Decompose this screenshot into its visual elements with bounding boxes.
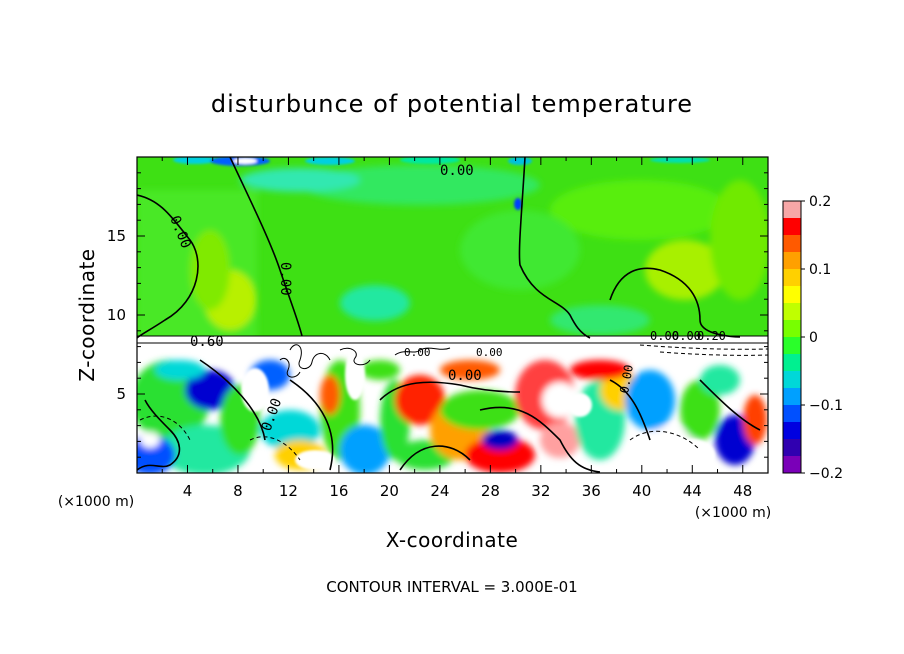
chart-title: disturbunce of potential temperature	[211, 90, 693, 118]
colorbar-swatch	[783, 371, 801, 389]
colorbar-tick-label: 0	[809, 330, 818, 346]
colorbar-swatch	[783, 286, 801, 304]
colorbar-swatch	[783, 456, 801, 474]
colorbar-swatch	[783, 354, 801, 372]
x-tick-label: 44	[683, 482, 702, 500]
colorbar-swatch	[783, 201, 801, 219]
x-tick-label: 4	[183, 482, 193, 500]
x-tick-label: 16	[329, 482, 348, 500]
colorbar-swatch	[783, 388, 801, 406]
colorbar-swatch	[783, 235, 801, 253]
upper-field-patches	[137, 165, 768, 340]
colorbar-tick-label: 0.2	[809, 194, 831, 210]
x-axis-ticks: 4 8 12 16 20 24 28 32 36 40 44 48	[161, 157, 752, 500]
y-tick-label: 10	[107, 306, 126, 324]
contour-label: 0.00	[476, 346, 503, 359]
x-tick-label: 40	[632, 482, 651, 500]
contour-label: 0.00	[277, 262, 293, 296]
y-tick-label: 15	[107, 227, 126, 245]
colorbar: 0.2 0.1 0 −0.1 −0.2	[782, 194, 843, 482]
x-tick-label: 48	[733, 482, 752, 500]
colorbar-tick-label: −0.2	[809, 466, 843, 482]
x-tick-label: 28	[481, 482, 500, 500]
dashed-contours	[139, 344, 768, 461]
colorbar-swatch	[783, 405, 801, 423]
y-axis-label: Z-coordinate	[75, 248, 99, 381]
x-unit-left: (×1000 m)	[58, 494, 134, 510]
x-tick-label: 8	[233, 482, 243, 500]
lower-white-gaps	[241, 350, 715, 471]
contour-label: 0.00	[650, 329, 679, 343]
x-tick-label: 20	[380, 482, 399, 500]
contour-label: 0.00	[404, 346, 431, 359]
colorbar-swatch	[783, 422, 801, 440]
contour-label: 0.60	[190, 334, 224, 350]
contour-label: 0.20	[697, 329, 726, 343]
contour-label: 0.00	[440, 163, 474, 179]
colorbar-swatch	[783, 337, 801, 355]
colorbar-swatch	[783, 439, 801, 457]
colorbar-swatch	[783, 303, 801, 321]
contour-label: 0.00	[617, 364, 636, 395]
y-tick-label: 5	[116, 385, 126, 403]
x-tick-label: 36	[582, 482, 601, 500]
colorbar-tick-label: −0.1	[809, 398, 843, 414]
x-tick-label: 24	[430, 482, 449, 500]
contour-interval-note: CONTOUR INTERVAL = 3.000E-01	[326, 578, 577, 596]
x-tick-label: 32	[531, 482, 550, 500]
x-axis-label: X-coordinate	[386, 528, 519, 552]
plot-area	[137, 157, 768, 473]
colorbar-tick-label: 0.1	[809, 262, 831, 278]
contour-lines	[137, 157, 761, 473]
colorbar-swatch	[783, 218, 801, 236]
y-axis-ticks: 5 10 15	[107, 172, 768, 458]
colorbar-swatch	[783, 320, 801, 338]
colorbar-swatch	[783, 252, 801, 270]
contour-label: 0.00	[448, 368, 482, 384]
turbulent-contours	[279, 344, 451, 378]
x-unit-right: (×1000 m)	[695, 505, 771, 521]
top-strip	[173, 157, 710, 210]
colorbar-swatch	[783, 269, 801, 287]
x-tick-label: 12	[279, 482, 298, 500]
contour-label: 0.00	[672, 329, 701, 343]
